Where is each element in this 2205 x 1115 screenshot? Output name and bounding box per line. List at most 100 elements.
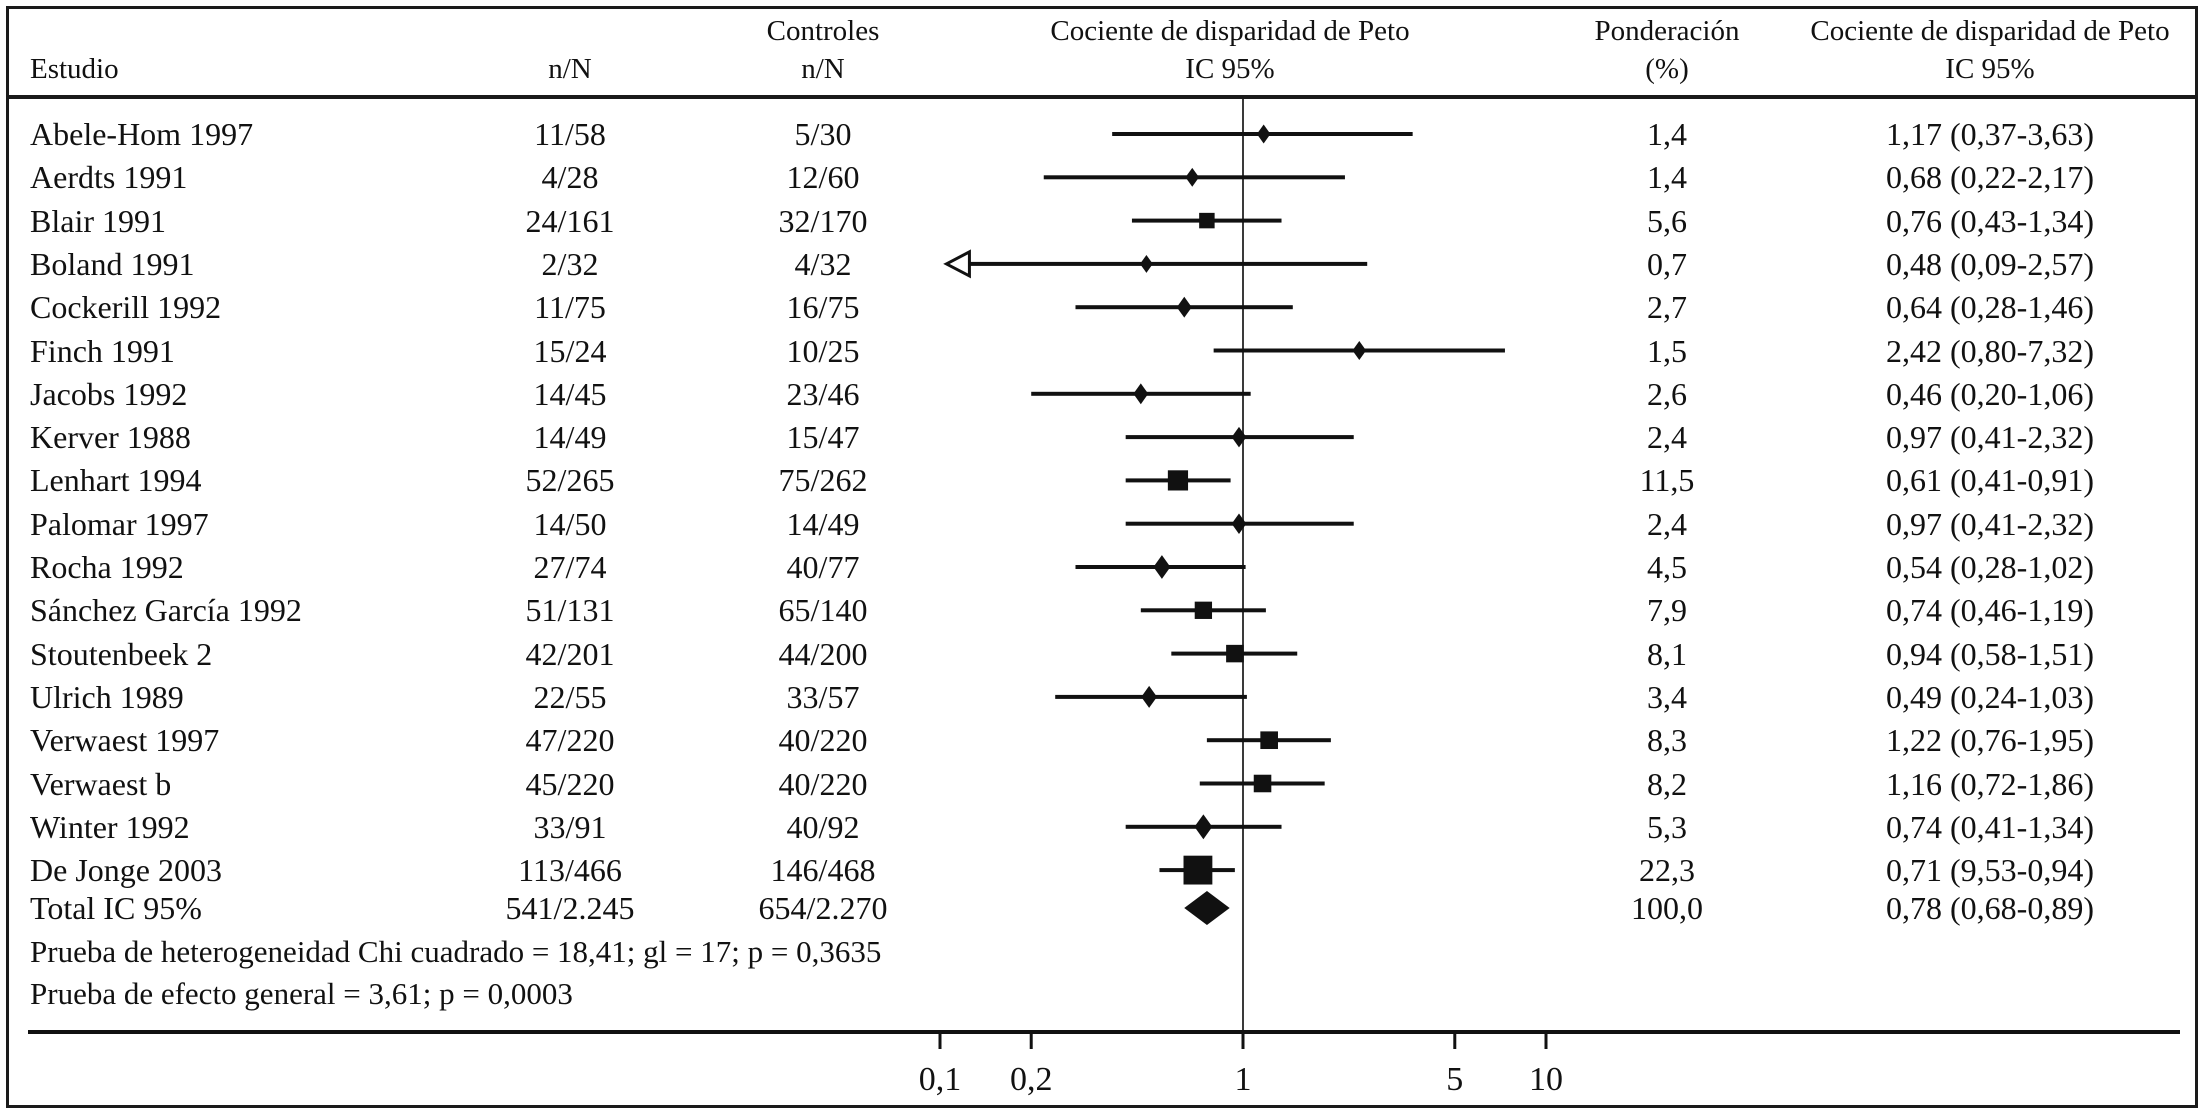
study-name: Blair 1991 (30, 202, 166, 239)
or-ci-value: 0,71 (9,53-0,94) (1886, 852, 2094, 889)
controls-nn-value: 44/200 (778, 635, 868, 672)
controls-nn-value: 65/140 (778, 592, 868, 629)
controls-nn-value: 32/170 (778, 202, 868, 239)
treatment-nn-value: 22/55 (533, 678, 607, 715)
weight-value: 8,1 (1647, 635, 1687, 672)
weight-value: 2,6 (1647, 375, 1687, 412)
overall-effect-test-text: Prueba de efecto general = 3,61; p = 0,0… (30, 976, 573, 1011)
point-estimate-diamond (1141, 685, 1157, 708)
axis-tick (1544, 1034, 1548, 1049)
weight-value: 22,3 (1639, 852, 1695, 889)
study-name: Abele-Hom 1997 (30, 116, 254, 152)
summary-diamond (1184, 891, 1230, 925)
controls-nn-value: 23/46 (786, 375, 860, 412)
or-ci-value: 0,74 (0,41-1,34) (1886, 808, 2094, 845)
point-estimate-diamond (1185, 167, 1200, 187)
treatment-nn-value: 47/220 (525, 722, 615, 759)
axis-tick-label: 0,1 (919, 1061, 962, 1098)
point-estimate-square (1199, 212, 1215, 229)
study-name: Aerdts 1991 (30, 159, 188, 196)
or-ci-value: 0,97 (0,41-2,32) (1886, 505, 2094, 542)
or-ci-value: 0,61 (0,41-0,91) (1886, 462, 2094, 499)
or-ci-value: 0,64 (0,28-1,46) (1886, 289, 2094, 326)
or-ci-value: 0,46 (0,20-1,06) (1886, 375, 2094, 412)
or-ci-value: 0,49 (0,24-1,03) (1886, 678, 2094, 715)
axis-tick-label: 5 (1446, 1061, 1463, 1098)
study-name: Stoutenbeek 2 (30, 635, 213, 672)
treatment-nn-value: 33/91 (533, 808, 607, 845)
controls-nn-value: 40/92 (786, 808, 860, 845)
treatment-nn-value: 4/28 (541, 159, 599, 196)
weight-value: 2,7 (1647, 289, 1687, 326)
treatment-nn-value: 14/49 (533, 419, 607, 456)
axis-tick (1241, 1034, 1245, 1049)
controls-nn-value: 5/30 (794, 116, 852, 152)
heterogeneity-test-text: Prueba de heterogeneidad Chi cuadrado = … (30, 934, 882, 969)
controls-nn-value: 75/262 (778, 462, 868, 499)
controls-nn-value: 40/220 (778, 722, 868, 759)
column-header-or-line1: Cociente de disparidad de Peto (1810, 15, 2170, 47)
weight-value: 0,7 (1647, 245, 1687, 282)
axis-tick-label: 1 (1235, 1061, 1252, 1098)
study-name: Jacobs 1992 (30, 375, 188, 412)
or-ci-value: 0,94 (0,58-1,51) (1886, 635, 2094, 672)
axis-tick-label: 0,2 (1010, 1061, 1053, 1098)
point-estimate-square (1226, 644, 1244, 663)
or-ci-value: 1,22 (0,76-1,95) (1886, 722, 2094, 759)
study-name: Sánchez García 1992 (30, 592, 302, 629)
column-header-treatment-nn: n/N (548, 53, 592, 85)
study-name: Boland 1991 (30, 245, 195, 282)
weight-value: 11,5 (1639, 462, 1695, 499)
point-estimate-diamond (1352, 340, 1367, 361)
column-header-controls-line2: n/N (801, 53, 845, 85)
treatment-nn-value: 113/466 (518, 852, 622, 889)
point-estimate-square (1194, 601, 1213, 619)
controls-nn-value: 40/77 (786, 549, 860, 585)
axis-tick (938, 1034, 942, 1049)
study-name: Rocha 1992 (30, 549, 184, 585)
weight-value: 5,3 (1647, 808, 1687, 845)
or-ci-value: 2,42 (0,80-7,32) (1886, 332, 2094, 369)
point-estimate-diamond (1133, 383, 1149, 405)
weight-value: 5,6 (1647, 202, 1687, 239)
or-ci-value: 1,17 (0,37-3,63) (1886, 116, 2094, 152)
point-estimate-diamond (1256, 124, 1271, 144)
weight-value: 2,4 (1647, 505, 1687, 542)
treatment-nn-value: 14/50 (533, 505, 607, 542)
controls-nn-value: 12/60 (786, 159, 860, 196)
controls-nn-value: 15/47 (786, 419, 860, 456)
treatment-nn-value: 24/161 (525, 202, 615, 239)
axis-tick (1029, 1034, 1033, 1049)
controls-nn-value: 4/32 (794, 245, 852, 282)
weight-value: 8,2 (1647, 765, 1687, 802)
axis-tick (1453, 1034, 1457, 1049)
weight-value: 4,5 (1647, 549, 1687, 585)
weight-value: 2,4 (1647, 419, 1687, 456)
weight-value: 8,3 (1647, 722, 1687, 759)
header-separator-line (6, 95, 2198, 99)
total-study-name: Total IC 95% (30, 890, 202, 926)
figure-border (6, 6, 2198, 1108)
weight-value: 1,4 (1647, 159, 1687, 196)
x-axis-line (28, 1030, 2180, 1034)
controls-nn-value: 10/25 (786, 332, 860, 369)
treatment-nn-value: 42/201 (525, 635, 615, 672)
point-estimate-square (1260, 731, 1278, 750)
treatment-nn-value: 14/45 (533, 375, 607, 412)
ci-line (966, 261, 1368, 266)
total-controls-nn-value: 654/2.270 (758, 890, 888, 926)
study-name: Lenhart 1994 (30, 462, 202, 499)
treatment-nn-value: 27/74 (533, 549, 607, 585)
treatment-nn-value: 11/58 (534, 116, 606, 152)
weight-value: 1,4 (1647, 116, 1687, 152)
point-estimate-diamond (1231, 426, 1247, 448)
column-header-weight-line2: (%) (1645, 53, 1689, 85)
weight-value: 3,4 (1647, 678, 1687, 715)
treatment-nn-value: 45/220 (525, 765, 615, 802)
study-name: De Jonge 2003 (30, 852, 222, 889)
controls-nn-value: 16/75 (786, 289, 860, 326)
or-ci-value: 0,48 (0,09-2,57) (1886, 245, 2094, 282)
null-effect-line (1242, 99, 1244, 1030)
ci-clipped-left-arrow (943, 249, 971, 279)
